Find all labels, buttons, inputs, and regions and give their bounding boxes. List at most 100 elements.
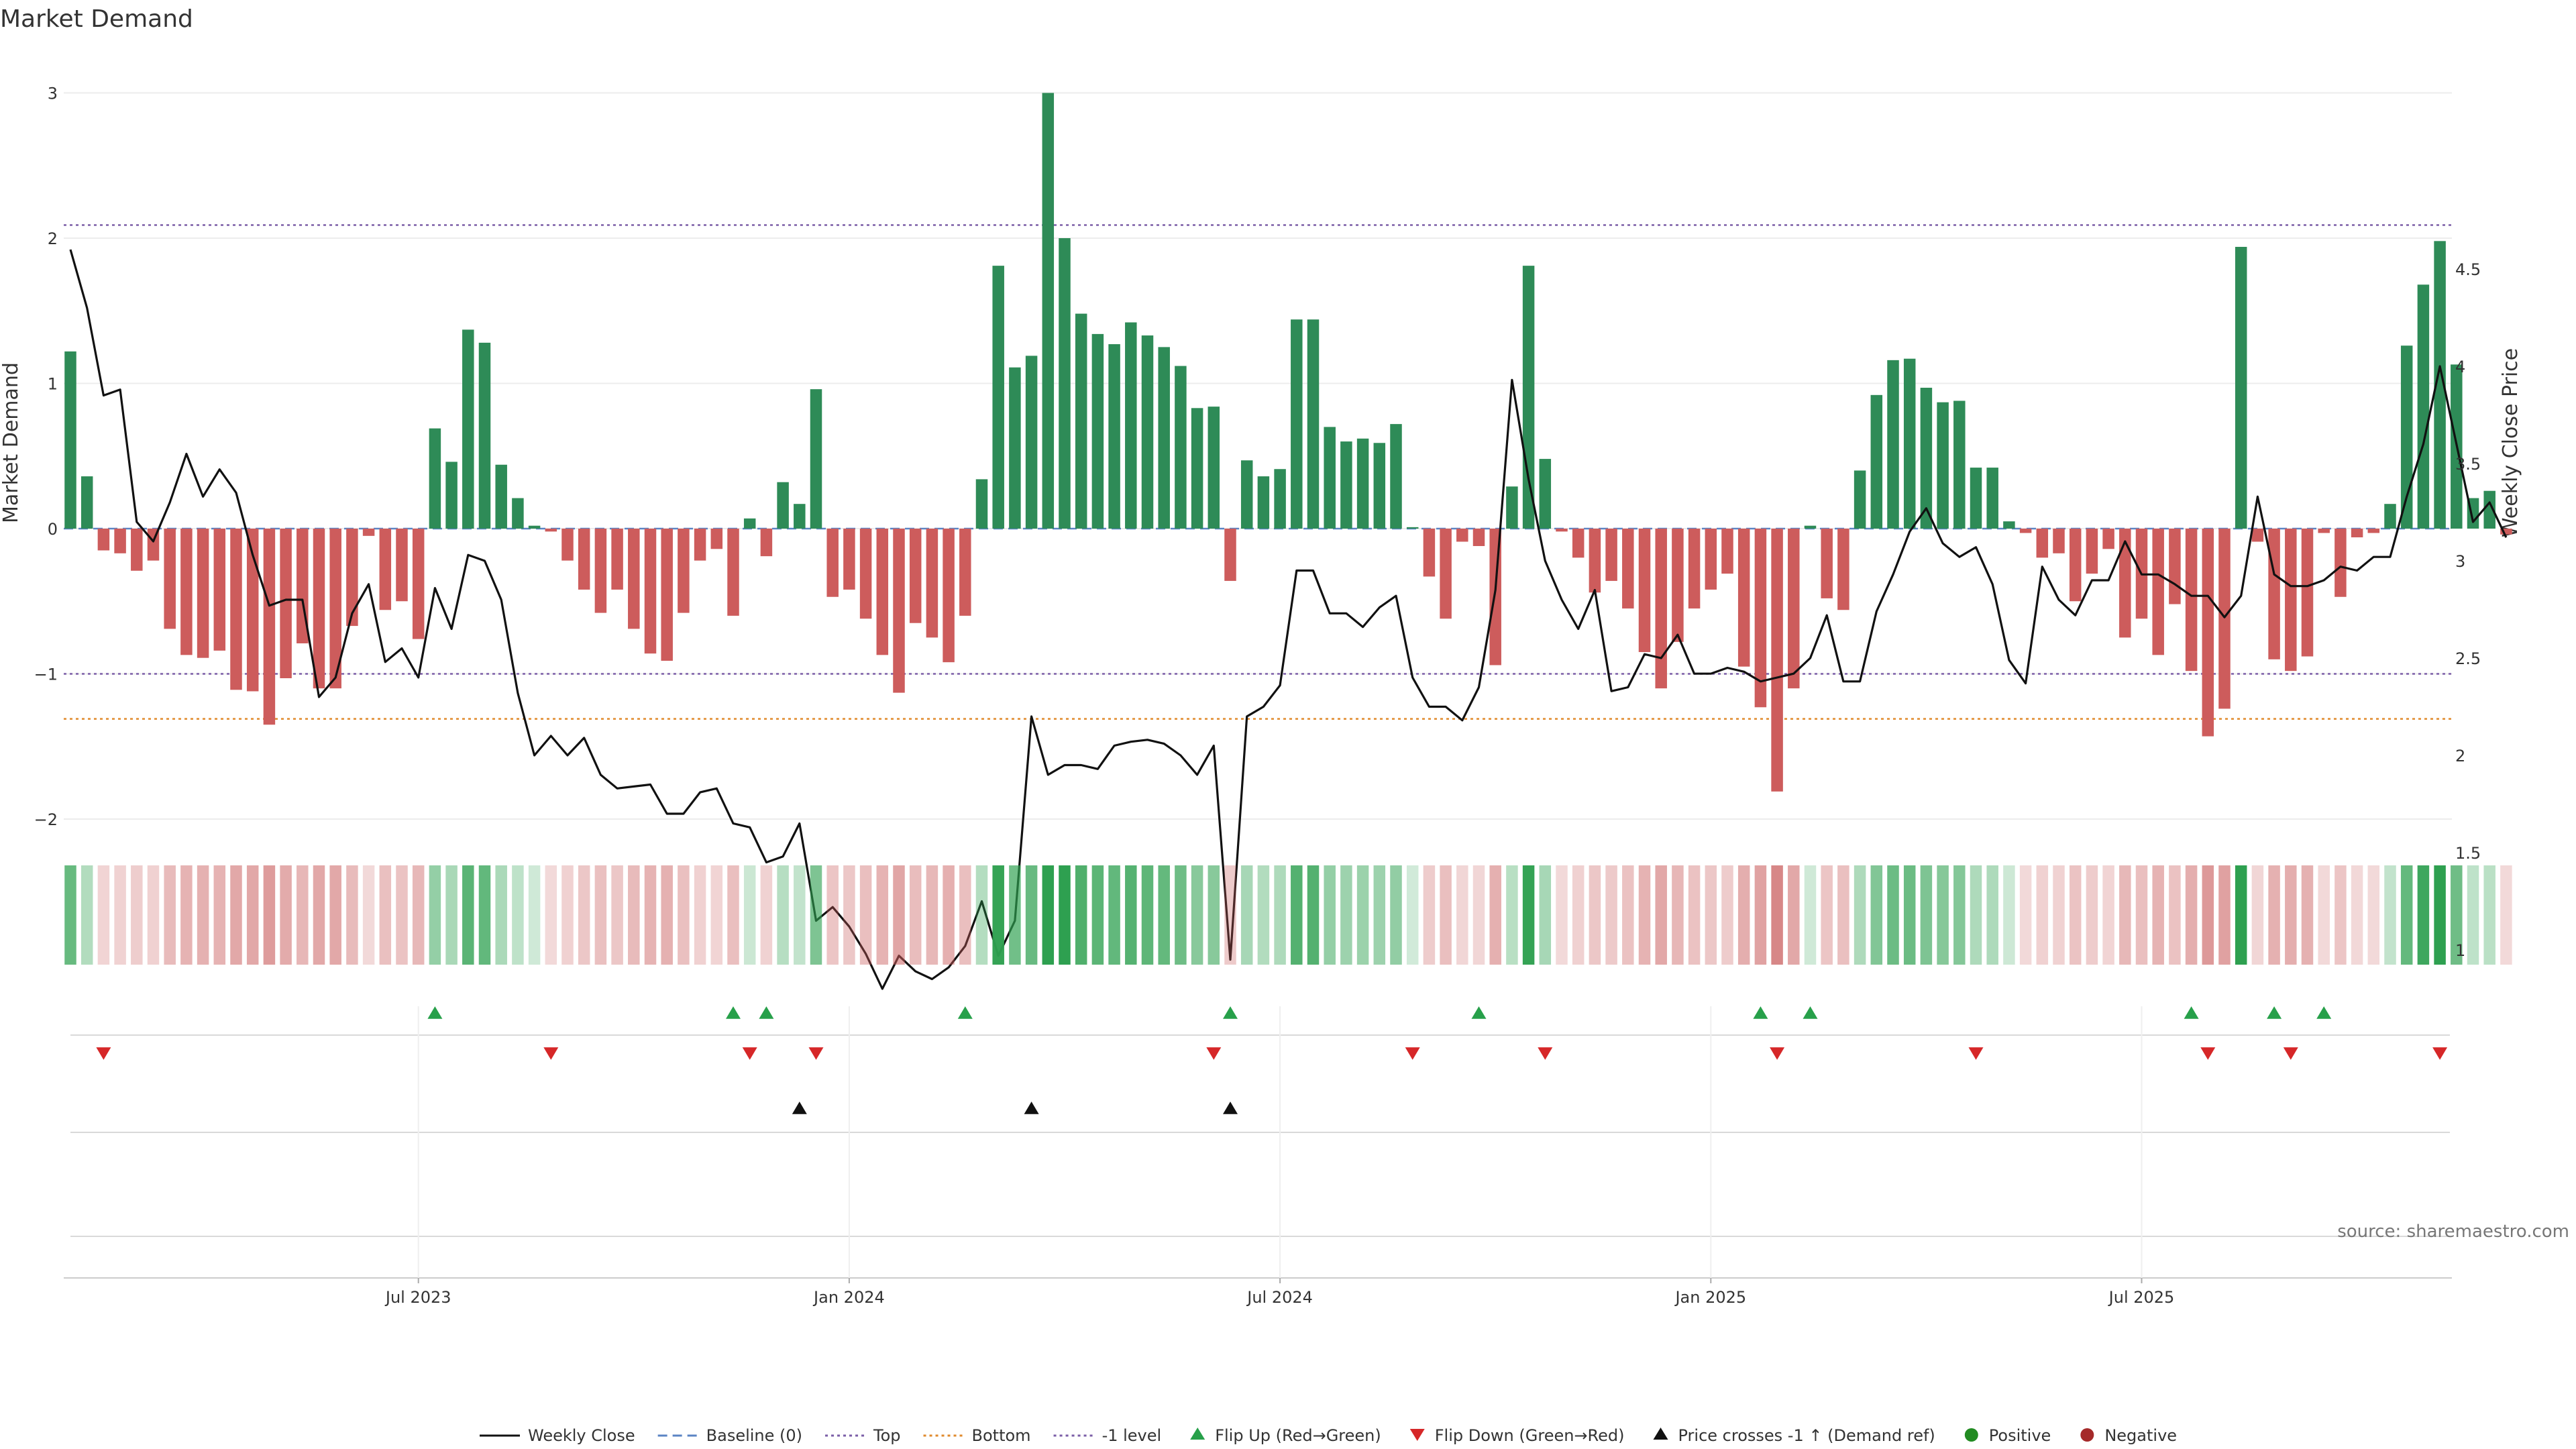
- heat-strip-cell: [1158, 865, 1170, 965]
- legend-label: Baseline (0): [706, 1426, 802, 1445]
- heat-strip-cell: [1920, 865, 1933, 965]
- heat-strip-cell: [1291, 865, 1303, 965]
- heat-strip-cell: [263, 865, 276, 965]
- demand-bar-negative: [926, 529, 938, 638]
- heat-strip-cell: [826, 865, 839, 965]
- heat-strip-cell: [528, 865, 541, 965]
- heat-strip-cell: [2119, 865, 2131, 965]
- legend-label: Negative: [2104, 1426, 2177, 1445]
- flip-up-marker: [1803, 1006, 1818, 1019]
- right-tick-label: 4: [2455, 358, 2465, 376]
- heat-strip-cell: [2318, 865, 2330, 965]
- demand-bar-positive: [1390, 424, 1402, 529]
- demand-bar-positive: [1324, 427, 1336, 529]
- demand-bar-negative: [578, 529, 590, 590]
- heat-strip-cell: [2268, 865, 2280, 965]
- heat-strip-cell: [2451, 865, 2463, 965]
- heat-strip-cell: [1489, 865, 1501, 965]
- demand-bar-positive: [1075, 313, 1087, 529]
- right-tick-label: 2: [2455, 747, 2465, 765]
- legend-label: Flip Up (Red→Green): [1215, 1426, 1381, 1445]
- heat-strip-cell: [1440, 865, 1452, 965]
- demand-bar-negative: [826, 529, 839, 597]
- weekly-close-polyline: [69, 249, 2508, 990]
- heat-strip-cell: [379, 865, 392, 965]
- demand-bar-negative: [561, 529, 574, 561]
- heat-strip-cell: [1257, 865, 1270, 965]
- demand-bar-negative: [2019, 529, 2032, 533]
- heat-strip-cell: [561, 865, 574, 965]
- demand-bar-negative: [2500, 529, 2512, 535]
- heat-strip-cell: [1423, 865, 1436, 965]
- demand-bar-positive: [2417, 284, 2430, 529]
- heat-strip-cell: [644, 865, 657, 965]
- demand-bar-negative: [1672, 529, 1684, 642]
- flip-down-marker: [1968, 1047, 1984, 1060]
- demand-bar-negative: [859, 529, 872, 619]
- demand-bar-negative: [246, 529, 259, 692]
- heat-strip-cell: [1638, 865, 1651, 965]
- heat-strip-cell: [1406, 865, 1419, 965]
- demand-bar-negative: [164, 529, 176, 629]
- heat-strip-cell: [1589, 865, 1601, 965]
- heat-strip-cell: [1324, 865, 1336, 965]
- demand-bar-negative: [678, 529, 690, 613]
- demand-bar-negative: [2351, 529, 2363, 537]
- demand-bar-negative: [2367, 529, 2380, 533]
- heat-strip-cell: [462, 865, 474, 965]
- demand-bar-positive: [1506, 486, 1518, 529]
- demand-bar-negative: [396, 529, 408, 602]
- heat-strip-cell: [1208, 865, 1220, 965]
- flip-up-marker: [2316, 1006, 2332, 1019]
- demand-bar-negative: [893, 529, 905, 693]
- heat-strip-cell: [1870, 865, 1883, 965]
- demand-bar-negative: [2185, 529, 2198, 672]
- heat-strip-cell: [2334, 865, 2347, 965]
- demand-bar-positive: [1986, 468, 1998, 529]
- heat-strip-cell: [777, 865, 789, 965]
- heat-strip-cell: [1456, 865, 1468, 965]
- demand-bar-negative: [362, 529, 375, 536]
- demand-bar-negative: [959, 529, 971, 616]
- demand-bar-positive: [1373, 443, 1386, 529]
- demand-bar-positive: [1406, 527, 1419, 529]
- demand-bar-positive: [1804, 525, 1817, 529]
- demand-bar-positive: [2235, 246, 2247, 529]
- heat-strip-cell: [1688, 865, 1701, 965]
- legend-label: Bottom: [972, 1426, 1031, 1445]
- price-cross-marker: [792, 1102, 807, 1114]
- demand-bar-positive: [512, 498, 524, 529]
- legend-label: -1 level: [1102, 1426, 1162, 1445]
- heat-strip-cell: [694, 865, 706, 965]
- flip-up-marker: [759, 1006, 774, 1019]
- demand-bar-positive: [1240, 460, 1253, 529]
- demand-bar-negative: [661, 529, 673, 661]
- flip-up-marker: [726, 1006, 741, 1019]
- flip-up-marker: [957, 1006, 973, 1019]
- demand-bar-negative: [114, 529, 126, 553]
- demand-bar-positive: [1903, 358, 1916, 529]
- heat-strip-cell: [959, 865, 971, 965]
- demand-bar-positive: [2483, 490, 2496, 529]
- heat-strip-cell: [2500, 865, 2512, 965]
- heat-strip-cell: [445, 865, 458, 965]
- demand-bar-negative: [1837, 529, 1849, 610]
- heat-strip-cell: [2185, 865, 2198, 965]
- right-tick-label: 3.5: [2455, 455, 2481, 474]
- left-axis-label: Market Demand: [0, 362, 23, 523]
- demand-bar-negative: [694, 529, 706, 561]
- heat-strip-cell: [2301, 865, 2314, 965]
- demand-bar-positive: [1953, 400, 1966, 529]
- demand-bar-negative: [760, 529, 773, 557]
- heat-strip-cell: [2218, 865, 2231, 965]
- demand-bar-negative: [843, 529, 855, 590]
- heat-strip-cell: [313, 865, 325, 965]
- price-cross-marker: [1024, 1102, 1039, 1114]
- heat-strip-cell: [147, 865, 160, 965]
- heat-strip-cell: [230, 865, 242, 965]
- heat-strip-cell: [1091, 865, 1104, 965]
- demand-bar-positive: [1108, 344, 1120, 529]
- demand-bar-negative: [1771, 529, 1783, 792]
- heat-strip-cell: [2003, 865, 2015, 965]
- heat-strip-cell: [478, 865, 491, 965]
